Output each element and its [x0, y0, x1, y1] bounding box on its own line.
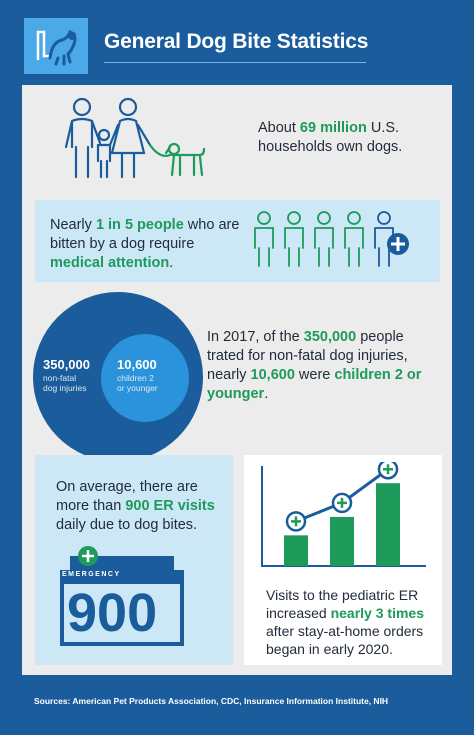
stat3-p3: were	[294, 367, 335, 383]
injuries-label-line2: dog injuries	[43, 383, 87, 393]
stat2-highlight1: 1 in 5 people	[95, 217, 184, 233]
pediatric-er-stat: Visits to the pediatric ER increased nea…	[266, 586, 436, 658]
dog-logo-icon	[24, 18, 88, 74]
stat1-prefix: About	[258, 120, 300, 136]
emergency-label: EMERGENCY	[62, 571, 121, 578]
children-label-line2: or younger	[117, 383, 158, 393]
stat2-middle: who are bitten by a dog require	[50, 217, 240, 252]
households-stat: About 69 million U.S. households own dog…	[258, 119, 438, 157]
stat1-highlight: 69 million	[299, 120, 367, 136]
stat1-suffix: U.S. households own dogs.	[258, 120, 403, 155]
medical-cross-icon	[337, 497, 347, 508]
chart-bar	[330, 516, 354, 566]
stat2-prefix: Nearly	[50, 217, 96, 233]
injuries-number: 350,000	[43, 357, 90, 372]
medical-attention-stat: Nearly 1 in 5 people who are bitten by a…	[50, 216, 240, 273]
er-sign-number: 900	[67, 583, 158, 643]
people-row-icon	[254, 211, 409, 267]
stat5-h1: nearly 3 times	[330, 605, 424, 621]
emergency-sign-icon	[60, 546, 184, 646]
stat4-p2: daily due to dog bites.	[56, 517, 198, 533]
stat4-p1: On average, there are more than	[56, 479, 198, 514]
stat3-h3: children 2 or younger	[207, 367, 422, 402]
chart-bar	[284, 535, 308, 566]
stat5-p2: after stay-at-home orders began in early…	[266, 623, 424, 657]
chart-bar	[376, 483, 400, 566]
er-visits-stat: On average, there are more than 900 ER v…	[56, 478, 221, 535]
injuries-stat: In 2017, of the 350,000 people trated fo…	[207, 328, 439, 404]
pediatric-er-chart	[261, 462, 426, 567]
page-title: General Dog Bite Statistics	[104, 30, 369, 53]
medical-attention-band	[35, 200, 440, 282]
sources-footer: Sources: American Pet Products Associati…	[34, 696, 389, 706]
children-label-line1: children 2	[117, 373, 154, 383]
stat3-h2: 10,600	[250, 367, 295, 383]
medical-cross-icon	[383, 464, 393, 475]
title-divider	[104, 62, 366, 63]
stat2-highlight2: medical attention	[50, 255, 170, 271]
children-circle	[101, 334, 189, 422]
injuries-label-line1: non-fatal	[43, 373, 77, 383]
chart-axes	[261, 466, 426, 567]
family-with-dog-icon	[64, 97, 206, 179]
stat2-suffix: .	[169, 255, 174, 271]
medical-cross-icon	[291, 516, 301, 527]
children-number: 10,600	[117, 357, 157, 372]
stat3-h1: 350,000	[303, 329, 357, 345]
stat3-p4: .	[264, 386, 269, 402]
stat4-h1: 900 ER visits	[125, 498, 215, 514]
stat5-p1: Visits to the pediatric ER increased	[266, 587, 419, 621]
stat3-p1: In 2017, of the	[207, 329, 304, 345]
stat3-p2: people trated for non-fatal dog injuries…	[207, 329, 408, 383]
